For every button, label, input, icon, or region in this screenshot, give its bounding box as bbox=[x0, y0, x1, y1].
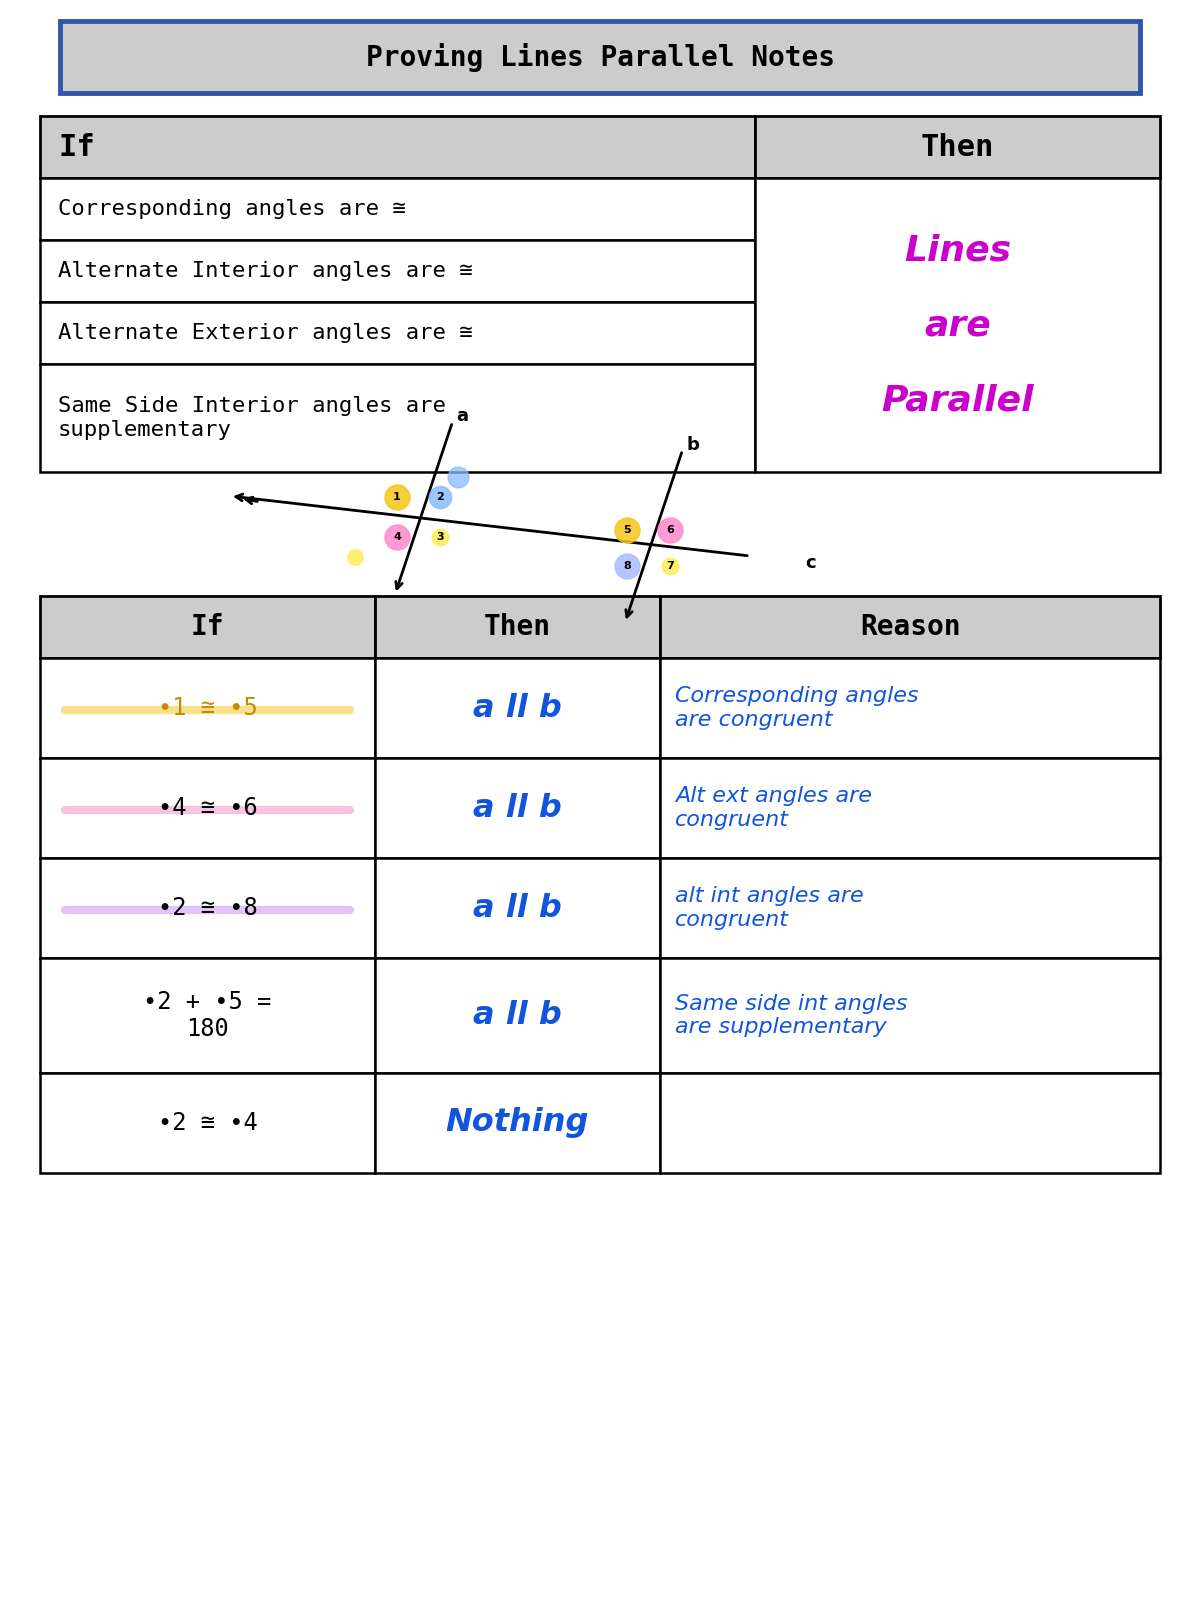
Bar bbox=[374, 757, 660, 858]
Text: 7: 7 bbox=[666, 560, 674, 570]
Text: Alt ext angles are
congruent: Alt ext angles are congruent bbox=[674, 786, 872, 829]
Bar bbox=[60, 21, 1140, 93]
Bar bbox=[374, 858, 660, 957]
Text: Same Side Interior angles are
supplementary: Same Side Interior angles are supplement… bbox=[58, 397, 446, 440]
Text: 3: 3 bbox=[436, 533, 444, 543]
Bar bbox=[40, 858, 374, 957]
Bar bbox=[660, 757, 1160, 858]
Bar bbox=[374, 596, 660, 658]
Text: a ll b: a ll b bbox=[473, 892, 562, 924]
Text: Proving Lines Parallel Notes: Proving Lines Parallel Notes bbox=[366, 43, 834, 72]
Text: b: b bbox=[686, 435, 698, 453]
Text: a ll b: a ll b bbox=[473, 693, 562, 724]
Text: 6: 6 bbox=[666, 525, 674, 535]
Text: Nothing: Nothing bbox=[446, 1108, 589, 1138]
Text: Same side int angles
are supplementary: Same side int angles are supplementary bbox=[674, 994, 907, 1037]
Bar bbox=[660, 658, 1160, 757]
Text: Parallel: Parallel bbox=[881, 383, 1033, 416]
Text: Corresponding angles are ≅: Corresponding angles are ≅ bbox=[58, 199, 406, 219]
Bar bbox=[40, 957, 374, 1073]
Text: 1: 1 bbox=[394, 493, 401, 503]
Text: c: c bbox=[805, 554, 816, 572]
Text: a: a bbox=[456, 407, 468, 426]
Bar bbox=[660, 957, 1160, 1073]
Bar bbox=[660, 858, 1160, 957]
Text: ∙2 ≅ ∙8: ∙2 ≅ ∙8 bbox=[157, 897, 257, 921]
Text: are: are bbox=[924, 307, 991, 343]
Bar bbox=[660, 1073, 1160, 1174]
Text: 5: 5 bbox=[623, 525, 631, 535]
Bar bbox=[40, 658, 374, 757]
Bar bbox=[374, 1073, 660, 1174]
Text: a ll b: a ll b bbox=[473, 1001, 562, 1031]
Text: ∙1 ≅ ∙5: ∙1 ≅ ∙5 bbox=[157, 696, 257, 720]
Text: Reason: Reason bbox=[859, 613, 960, 640]
Text: Then: Then bbox=[920, 133, 995, 162]
Bar bbox=[660, 596, 1160, 658]
Bar bbox=[755, 178, 1160, 472]
Bar bbox=[40, 240, 755, 303]
Text: ∙4 ≅ ∙6: ∙4 ≅ ∙6 bbox=[157, 796, 257, 820]
Text: alt int angles are
congruent: alt int angles are congruent bbox=[674, 887, 864, 930]
Text: If: If bbox=[191, 613, 224, 640]
Bar bbox=[40, 115, 755, 178]
Text: 8: 8 bbox=[623, 560, 631, 570]
Text: 4: 4 bbox=[394, 533, 401, 543]
Bar bbox=[40, 178, 755, 240]
Text: Alternate Exterior angles are ≅: Alternate Exterior angles are ≅ bbox=[58, 323, 473, 343]
Text: Lines: Lines bbox=[904, 234, 1012, 267]
Text: ∙2 ≅ ∙4: ∙2 ≅ ∙4 bbox=[157, 1111, 257, 1135]
Text: ∙2 + ∙5 =
180: ∙2 + ∙5 = 180 bbox=[143, 989, 271, 1041]
Bar bbox=[374, 957, 660, 1073]
Bar bbox=[40, 596, 374, 658]
Text: 2: 2 bbox=[436, 493, 444, 503]
Bar bbox=[755, 115, 1160, 178]
Text: Alternate Interior angles are ≅: Alternate Interior angles are ≅ bbox=[58, 261, 473, 282]
Bar bbox=[40, 363, 755, 472]
Bar bbox=[40, 1073, 374, 1174]
Text: Then: Then bbox=[484, 613, 551, 640]
Text: a ll b: a ll b bbox=[473, 792, 562, 823]
Bar bbox=[40, 303, 755, 363]
Bar bbox=[40, 757, 374, 858]
Text: If: If bbox=[58, 133, 95, 162]
Text: Corresponding angles
are congruent: Corresponding angles are congruent bbox=[674, 687, 919, 730]
Bar bbox=[374, 658, 660, 757]
